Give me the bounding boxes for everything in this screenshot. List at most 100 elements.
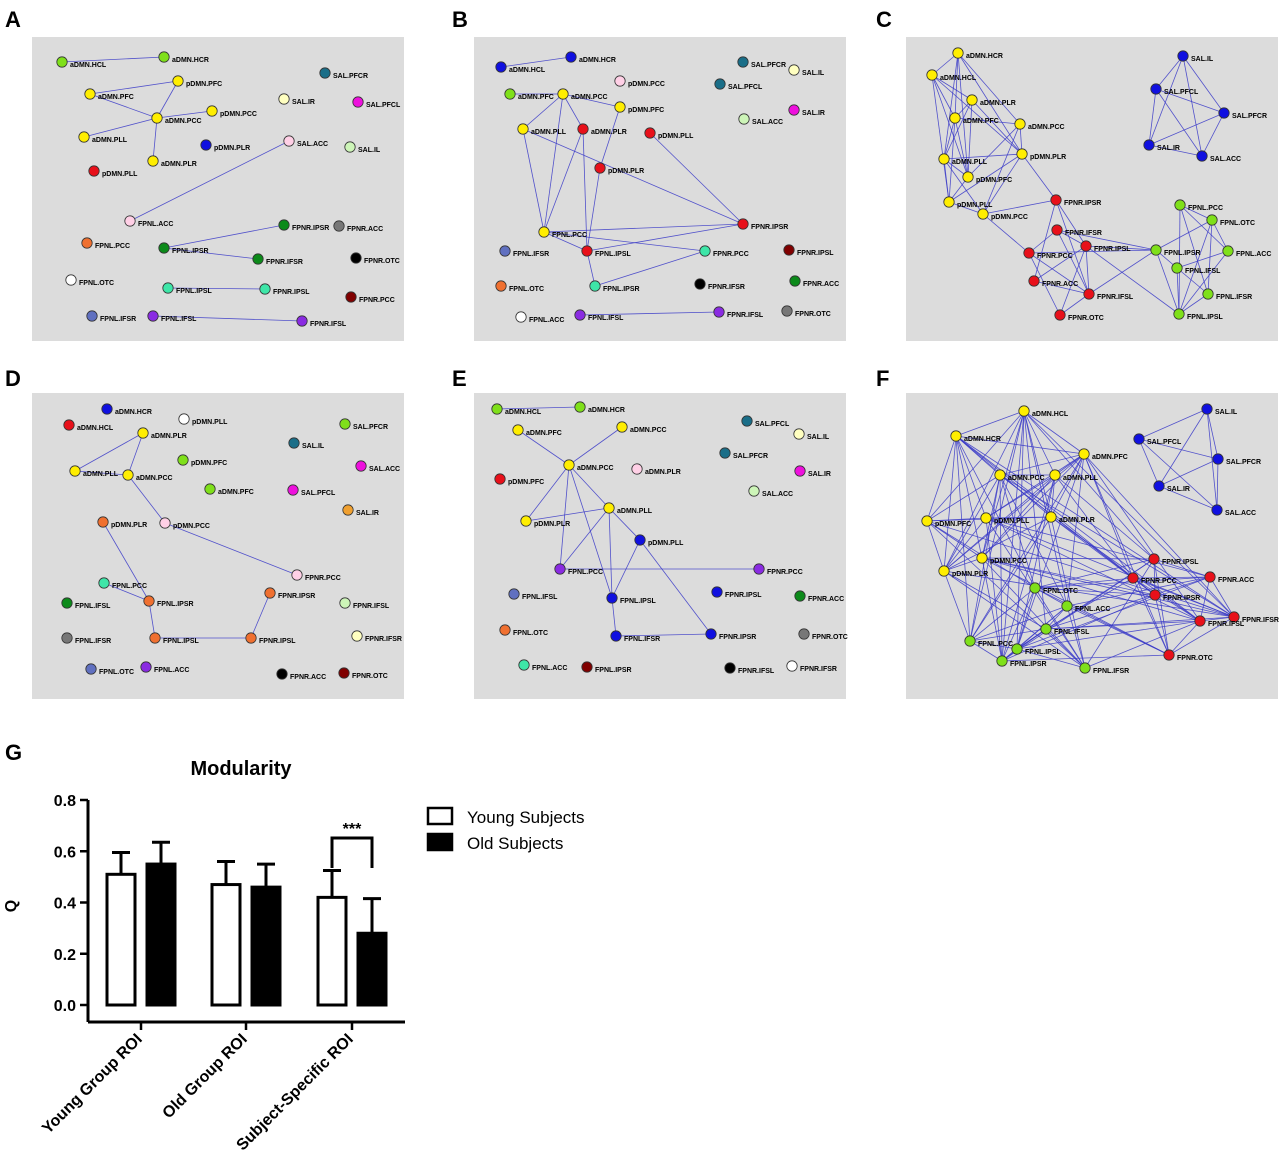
network-node bbox=[1222, 245, 1234, 257]
network-node bbox=[996, 655, 1008, 667]
network-node bbox=[162, 282, 174, 294]
network-node-label: FPNR.IFSL bbox=[1208, 621, 1245, 628]
network-edge bbox=[1176, 250, 1229, 269]
network-node-label: FPNR.ACC bbox=[347, 226, 383, 233]
panel-letter-e: E bbox=[452, 366, 467, 391]
network-node-label: SAL.ACC bbox=[1225, 510, 1256, 517]
network-node-label: SAL.IL bbox=[358, 147, 381, 154]
network-edge bbox=[926, 520, 1235, 618]
network-edge bbox=[543, 223, 744, 233]
network-edge bbox=[1016, 453, 1085, 650]
significance-label: *** bbox=[343, 821, 362, 838]
network-edge bbox=[931, 52, 959, 76]
network-node bbox=[741, 415, 753, 427]
network-node-label: FPNR.IPSR bbox=[1064, 200, 1101, 207]
network-edge bbox=[1001, 594, 1156, 662]
network-node bbox=[122, 469, 134, 481]
network-node bbox=[178, 413, 190, 425]
network-node-label: FPNL.PCC bbox=[95, 243, 130, 250]
network-node-label: SAL.PFCL bbox=[366, 102, 401, 109]
network-node-label: aDMN.PLL bbox=[92, 137, 128, 144]
network-graphs: aDMN.HCL aDMN.HCR pDMN.PFC aDMN.PFC pDMN.PCC… bbox=[56, 47, 1279, 681]
network-node bbox=[283, 135, 295, 147]
network-edge bbox=[943, 410, 1025, 572]
network-edge bbox=[156, 110, 213, 119]
network-node-label: FPNR.IFSL bbox=[353, 603, 390, 610]
network-edge bbox=[985, 517, 1003, 662]
network-node bbox=[504, 88, 516, 100]
network-edge bbox=[525, 507, 610, 522]
network-node-label: pDMN.PLR bbox=[952, 571, 988, 578]
network-node bbox=[1080, 240, 1092, 252]
network-node-label: aDMN.HCL bbox=[940, 75, 977, 82]
network-edge bbox=[74, 470, 129, 476]
network-node-label: FPNL.OTC bbox=[513, 630, 548, 637]
network-node-label: pDMN.PCC bbox=[628, 81, 665, 88]
network-node-label: FPNL.IFSL bbox=[522, 594, 558, 601]
network-edge bbox=[981, 557, 1235, 618]
network-node bbox=[921, 515, 933, 527]
network-edge bbox=[943, 158, 950, 203]
network-node-label: SAL.PFCR bbox=[751, 62, 786, 69]
network-node bbox=[980, 512, 992, 524]
network-edge bbox=[967, 123, 1021, 178]
network-node bbox=[794, 465, 806, 477]
network-edge bbox=[1054, 474, 1134, 579]
y-tick-label: 0.4 bbox=[54, 896, 76, 913]
network-node-label: FPNR.PCC bbox=[713, 251, 749, 258]
network-node bbox=[699, 245, 711, 257]
network-node-label: FPNR.IFSL bbox=[727, 312, 764, 319]
network-node bbox=[581, 245, 593, 257]
x-tick-label: Subject-Specific ROI bbox=[234, 1031, 357, 1154]
network-node-label: FPNL.IFSR bbox=[100, 316, 136, 323]
panel-b-background bbox=[474, 37, 846, 341]
network-edge bbox=[1050, 474, 1056, 518]
network-node bbox=[557, 88, 569, 100]
network-node bbox=[172, 75, 184, 87]
network-node-label: aDMN.HCL bbox=[509, 67, 546, 74]
network-node bbox=[278, 219, 290, 231]
network-edge bbox=[969, 628, 1047, 642]
network-node-label: FPNL.ACC bbox=[1236, 251, 1271, 258]
network-node bbox=[158, 242, 170, 254]
network-node-label: FPNR.OTC bbox=[352, 673, 388, 680]
network-node bbox=[84, 88, 96, 100]
network-edge bbox=[579, 311, 720, 316]
network-node bbox=[949, 112, 961, 124]
network-edge bbox=[1155, 249, 1180, 315]
network-node bbox=[1083, 288, 1095, 300]
network-node bbox=[950, 430, 962, 442]
network-node-label: FPNR.IFSL bbox=[738, 668, 775, 675]
network-node bbox=[781, 305, 793, 317]
network-node-label: pDMN.PFC bbox=[191, 460, 227, 467]
network-edge bbox=[1148, 88, 1157, 146]
network-edge bbox=[1023, 410, 1056, 476]
network-edge bbox=[1179, 204, 1213, 221]
network-node-label: pDMN.PFC bbox=[935, 521, 971, 528]
network-node bbox=[753, 563, 765, 575]
network-node-label: SAL.ACC bbox=[752, 119, 783, 126]
network-node-label: FPNL.ACC bbox=[529, 317, 564, 324]
network-edge bbox=[981, 474, 1056, 559]
network-edge bbox=[981, 557, 1086, 669]
network-edge bbox=[954, 117, 969, 178]
network-node-label: aDMN.PCC bbox=[571, 94, 608, 101]
network-node bbox=[938, 565, 950, 577]
network-edge bbox=[969, 605, 1068, 642]
network-edge bbox=[1023, 410, 1047, 630]
network-edge bbox=[943, 570, 971, 642]
network-node-label: aDMN.PLR bbox=[645, 469, 681, 476]
network-edge bbox=[615, 633, 712, 637]
network-edge bbox=[148, 600, 156, 639]
network-node bbox=[794, 590, 806, 602]
network-node-label: FPNR.PCC bbox=[1037, 253, 1073, 260]
network-node bbox=[783, 244, 795, 256]
network-edge bbox=[999, 474, 1235, 618]
network-node bbox=[159, 517, 171, 529]
network-node-label: pDMN.PLR bbox=[534, 521, 570, 528]
network-edge bbox=[83, 117, 158, 138]
network-edge bbox=[559, 464, 570, 570]
network-node-label: aDMN.PLL bbox=[952, 159, 988, 166]
network-node-label: SAL.PFCR bbox=[1226, 459, 1261, 466]
network-node bbox=[1206, 214, 1218, 226]
